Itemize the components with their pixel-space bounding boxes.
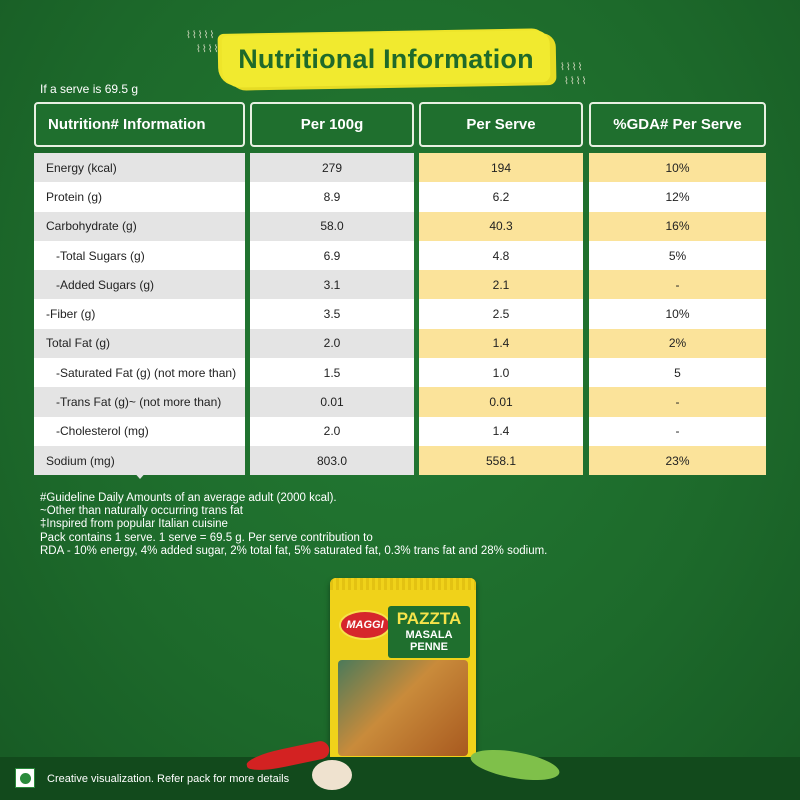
serve-note: If a serve is 69.5 g xyxy=(40,82,139,96)
footnote-rda: RDA - 10% energy, 4% added sugar, 2% tot… xyxy=(40,544,548,557)
footnote-inspired: ‡Inspired from popular Italian cuisine xyxy=(40,518,228,531)
row-label: -Trans Fat (g)~ (not more than) xyxy=(34,387,245,417)
per-serve-cell: 0.01 xyxy=(419,387,583,417)
row-label: Energy (kcal) xyxy=(34,153,245,183)
bottom-strip xyxy=(0,757,800,800)
pack-name-line3: PENNE xyxy=(410,641,448,653)
per-serve-cell: 194 xyxy=(419,153,583,183)
page-title: Nutritional Information xyxy=(238,43,534,74)
per-100g-cell: 3.1 xyxy=(250,270,414,300)
pack-seal xyxy=(330,578,476,590)
per-serve-cell: 2.1 xyxy=(419,270,583,300)
per-100g-cell: 279 xyxy=(250,153,414,183)
footnote-trans-fat: ~Other than naturally occurring trans fa… xyxy=(40,505,243,518)
footnote-gda: #Guideline Daily Amounts of an average a… xyxy=(40,492,337,504)
pack-name-line2: MASALA xyxy=(405,629,453,641)
per-serve-cell: 40.3 xyxy=(419,211,583,241)
pasta-doodle-right-2: ⌇⌇⌇⌇ xyxy=(564,76,588,87)
header-per-100g: Per 100g xyxy=(250,102,414,147)
per-100g-cell: 58.0 xyxy=(250,211,414,241)
per-100g-cell: 1.5 xyxy=(250,358,414,388)
gda-cell: 5 xyxy=(589,358,766,388)
gda-cell: 16% xyxy=(589,211,766,241)
per-serve-cell: 1.4 xyxy=(419,328,583,359)
per-serve-cell: 2.5 xyxy=(419,299,583,329)
pasta-doodle-left-2: ⌇⌇⌇⌇⌇ xyxy=(196,44,226,55)
gda-column: %GDA# Per Serve 10% 12% 16% 5% - 10% 2% … xyxy=(589,102,766,476)
per-serve-cell: 6.2 xyxy=(419,182,583,212)
header-per-serve: Per Serve xyxy=(419,102,583,147)
row-label: -Fiber (g) xyxy=(34,299,245,329)
header-gda-per-serve: %GDA# Per Serve xyxy=(589,102,766,147)
disclaimer-text: Creative visualization. Refer pack for m… xyxy=(47,773,290,785)
per-100g-cell: 8.9 xyxy=(250,182,414,212)
gda-cell: - xyxy=(589,416,766,446)
brand-logo: MAGGI xyxy=(339,610,391,640)
per-100g-cell: 6.9 xyxy=(250,240,414,271)
footnotes: #Guideline Daily Amounts of an average a… xyxy=(40,492,547,558)
pack-food-photo xyxy=(338,660,468,756)
pasta-doodle-left: ⌇⌇⌇⌇⌇ xyxy=(186,30,216,41)
nutrient-name-column: Nutrition# Information Energy (kcal) Pro… xyxy=(34,102,245,476)
row-label: -Added Sugars (g) xyxy=(34,270,245,300)
row-label: Total Fat (g) xyxy=(34,328,245,359)
gda-cell: 12% xyxy=(589,182,766,212)
per-100g-column: Per 100g 279 8.9 58.0 6.9 3.1 3.5 2.0 1.… xyxy=(250,102,414,476)
per-serve-cell: 4.8 xyxy=(419,240,583,271)
gda-cell: 2% xyxy=(589,328,766,359)
gda-cell: 10% xyxy=(589,153,766,183)
gda-cell: 23% xyxy=(589,445,766,476)
header-nutrition-information: Nutrition# Information xyxy=(34,102,245,147)
per-serve-cell: 1.4 xyxy=(419,416,583,446)
footnote-pack: Pack contains 1 serve. 1 serve = 69.5 g.… xyxy=(40,531,373,544)
pack-product-name: PAZZTA MASALA PENNE xyxy=(388,606,470,658)
per-100g-cell: 3.5 xyxy=(250,299,414,329)
per-100g-cell: 803.0 xyxy=(250,445,414,476)
per-serve-cell: 558.1 xyxy=(419,445,583,476)
per-100g-cell: 0.01 xyxy=(250,387,414,417)
veg-mark-icon xyxy=(15,768,35,788)
per-100g-cell: 2.0 xyxy=(250,328,414,359)
product-pack-image: MAGGI PAZZTA MASALA PENNE xyxy=(330,578,476,786)
row-label: -Saturated Fat (g) (not more than) xyxy=(34,358,245,388)
gda-cell: 10% xyxy=(589,299,766,329)
row-label: Protein (g) xyxy=(34,182,245,212)
row-label: -Cholesterol (mg) xyxy=(34,416,245,446)
pack-name-line1: PAZZTA xyxy=(396,609,462,628)
title-banner: Nutritional Information xyxy=(221,30,551,88)
per-serve-column: Per Serve 194 6.2 40.3 4.8 2.1 2.5 1.4 1… xyxy=(419,102,583,476)
table-pointer xyxy=(132,470,148,479)
pasta-doodle-right: ⌇⌇⌇⌇ xyxy=(560,62,584,73)
garlic-image xyxy=(312,760,352,790)
gda-cell: - xyxy=(589,270,766,300)
gda-cell: 5% xyxy=(589,240,766,271)
per-serve-cell: 1.0 xyxy=(419,358,583,388)
row-label: -Total Sugars (g) xyxy=(34,240,245,271)
row-label: Carbohydrate (g) xyxy=(34,211,245,241)
gda-cell: - xyxy=(589,387,766,417)
per-100g-cell: 2.0 xyxy=(250,416,414,446)
